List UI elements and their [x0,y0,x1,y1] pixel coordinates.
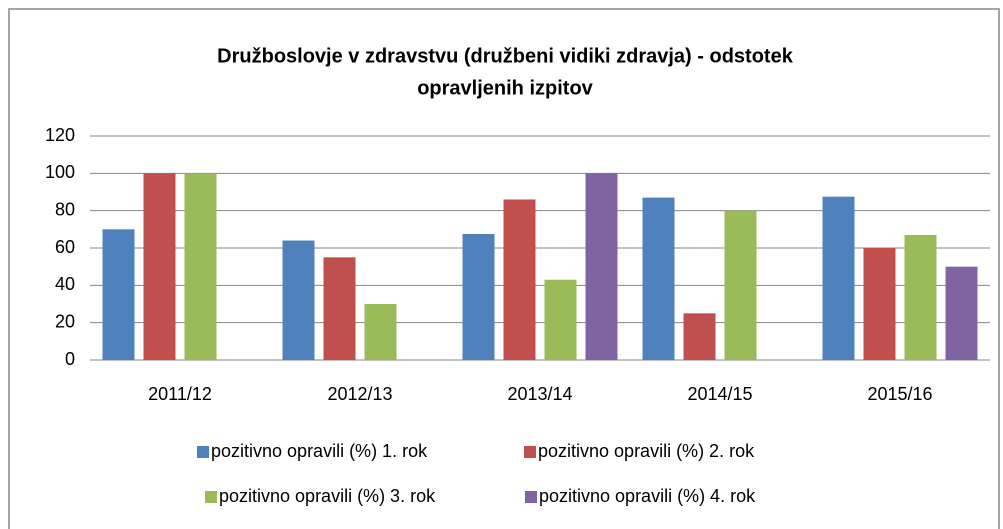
y-tick-label: 60 [55,237,75,257]
x-tick-label: 2014/15 [687,384,752,404]
legend-swatch [197,446,209,458]
legend-swatch [524,446,536,458]
y-tick-label: 20 [55,311,75,331]
bar [143,173,176,360]
x-tick-label: 2012/13 [327,384,392,404]
bar [945,266,978,360]
legend-swatch [525,491,537,503]
y-tick-label: 0 [65,349,75,369]
bar [503,199,536,360]
x-tick-label: 2015/16 [867,384,932,404]
bar [904,234,937,360]
bar [585,173,618,360]
bar [184,173,217,360]
bar [822,196,855,360]
bar [544,279,577,360]
bar [863,248,896,360]
bar [462,234,495,360]
legend-label: pozitivno opravili (%) 4. rok [539,486,756,506]
y-tick-label: 120 [45,125,75,145]
legend-label: pozitivno opravili (%) 3. rok [219,486,436,506]
bar [642,197,675,360]
x-tick-label: 2013/14 [507,384,572,404]
y-tick-label: 80 [55,199,75,219]
legend-label: pozitivno opravili (%) 2. rok [538,441,755,461]
bar [102,229,135,360]
legend-swatch [205,491,217,503]
legend-label: pozitivno opravili (%) 1. rok [211,441,428,461]
bar [364,304,397,360]
y-tick-label: 100 [45,162,75,182]
y-tick-label: 40 [55,274,75,294]
bar [724,210,757,360]
x-tick-label: 2011/12 [148,384,212,404]
bar [683,313,716,360]
chart-title: opravljenih izpitov [417,77,593,99]
chart-title: Družboslovje v zdravstvu (družbeni vidik… [217,45,794,67]
bar [282,240,315,360]
bar [323,257,356,360]
